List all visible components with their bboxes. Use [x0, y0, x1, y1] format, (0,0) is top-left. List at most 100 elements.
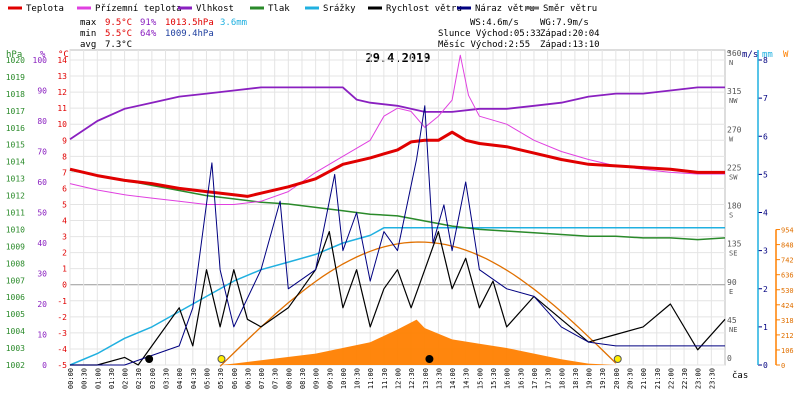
tick-label-time: 19:30	[599, 368, 607, 389]
tick-label-w: 636	[781, 272, 794, 280]
tick-label-dir: 315	[727, 87, 742, 96]
tick-label-time: 11:00	[367, 368, 375, 389]
tick-label-time: 03:30	[163, 368, 171, 389]
sunset-marker	[613, 355, 622, 363]
tick-label-pct: 70	[37, 148, 47, 157]
tick-label-ms: 1	[763, 323, 768, 332]
tick-label-ms: 7	[763, 94, 768, 103]
tick-label-time: 05:30	[217, 368, 225, 389]
tick-label-pct: 0	[42, 361, 47, 370]
tick-label-time: 22:30	[681, 368, 689, 389]
tick-label-temp: 8	[62, 152, 67, 161]
tick-label-pct: 30	[37, 270, 47, 279]
tick-label-w: 106	[781, 347, 794, 355]
tick-label-ms: 8	[763, 56, 768, 65]
tick-label-dir-compass: N	[729, 59, 733, 67]
tick-label-dir: 90	[727, 278, 737, 287]
tick-label-hpa: 1014	[6, 158, 25, 167]
tick-label-hpa: 1011	[6, 209, 25, 218]
tick-label-dir: 225	[727, 163, 742, 172]
tick-label-time: 21:30	[654, 368, 662, 389]
tick-label-ms: 5	[763, 170, 768, 179]
stats-max-rain: 3.6mm	[220, 18, 247, 28]
tick-label-hpa: 1015	[6, 141, 25, 150]
tick-label-time: 10:30	[354, 368, 362, 389]
tick-label-time: 19:00	[586, 368, 594, 389]
tick-label-time: 18:30	[572, 368, 580, 389]
axis-title-pct: %	[40, 50, 46, 60]
stats-avg-temp: 7.3°C	[105, 40, 132, 50]
tick-label-time: 23:30	[708, 368, 716, 389]
tick-label-dir: 270	[727, 125, 742, 134]
tick-label-dir: 45	[727, 316, 737, 325]
tick-label-time: 16:00	[504, 368, 512, 389]
tick-label-w: 424	[781, 302, 794, 310]
legend: Teplota Přízemní teplota Vlhkost Tlak Srážky…	[8, 4, 597, 14]
tick-label-dir-compass: W	[729, 135, 734, 143]
axis-title-deg: °	[726, 50, 731, 60]
tick-label-hpa: 1003	[6, 344, 25, 353]
tick-label-ms: 6	[763, 132, 768, 141]
tick-label-hpa: 1018	[6, 90, 25, 99]
tick-label-time: 12:00	[395, 368, 403, 389]
legend-label-0: Teplota	[26, 4, 64, 14]
tick-label-dir: 360	[727, 49, 742, 58]
tick-label-ms: 3	[763, 247, 768, 256]
tick-label-temp: -3	[57, 329, 67, 338]
tick-label-time: 03:00	[149, 368, 157, 389]
tick-label-dir: 0	[727, 354, 732, 363]
tick-label-temp: 9	[62, 136, 67, 145]
axis-titles: hPa % °C ° m/s mm W čas	[6, 50, 789, 381]
tick-label-dir-compass: NE	[729, 326, 737, 334]
axis-title-ms: m/s	[742, 50, 758, 60]
tick-label-temp: 2	[62, 249, 67, 258]
tick-label-pct: 10	[37, 331, 47, 340]
tick-label-temp: 14	[57, 56, 67, 65]
legend-label-3: Tlak	[268, 4, 290, 14]
stats-max-hum: 91%	[140, 18, 157, 28]
tick-label-time: 17:00	[531, 368, 539, 389]
tick-label-w: 0	[781, 362, 785, 370]
tick-label-time: 06:00	[231, 368, 239, 389]
grid	[69, 50, 725, 366]
tick-label-hpa: 1007	[6, 276, 25, 285]
axis-title-time: čas	[732, 370, 748, 381]
tick-label-temp: 0	[62, 281, 67, 290]
info-wg: WG:7.9m/s	[540, 18, 589, 28]
tick-label-w: 954	[781, 227, 794, 235]
axis-title-w: W	[783, 50, 789, 60]
moonset-marker	[425, 355, 434, 363]
tick-label-time: 14:30	[463, 368, 471, 389]
tick-label-pct: 80	[37, 117, 47, 126]
tick-label-time: 21:00	[640, 368, 648, 389]
tick-label-hpa: 1004	[6, 327, 25, 336]
legend-label-2: Vlhkost	[196, 4, 234, 14]
tick-label-temp: 11	[57, 104, 67, 113]
tick-label-time: 01:30	[108, 368, 116, 389]
tick-label-time: 18:00	[558, 368, 566, 389]
tick-label-ms: 4	[763, 209, 768, 218]
info-sunset: Západ:20:04	[540, 29, 600, 39]
tick-label-dir-compass: E	[729, 288, 733, 296]
tick-label-w: 530	[781, 287, 794, 295]
tick-label-hpa: 1016	[6, 124, 25, 133]
tick-label-temp: -5	[57, 361, 67, 370]
tick-label-temp: 3	[62, 233, 67, 242]
info-sun: Slunce Východ:05:33	[438, 29, 541, 39]
series-line-humidity	[69, 86, 725, 141]
legend-label-7: Směr větru	[543, 4, 597, 14]
tick-label-pct: 60	[37, 178, 47, 187]
tick-label-time: 09:30	[326, 368, 334, 389]
tick-label-time: 05:00	[203, 368, 211, 389]
tick-label-time: 13:00	[422, 368, 430, 389]
tick-label-temp: 7	[62, 168, 67, 177]
solar-theoretical-line	[219, 241, 617, 367]
plot-area	[69, 54, 726, 367]
tick-label-temp: -2	[57, 313, 67, 322]
stats-min-hum: 64%	[140, 29, 157, 39]
tick-label-hpa: 1009	[6, 242, 25, 251]
moonrise-marker	[145, 355, 154, 363]
tick-label-time: 23:00	[695, 368, 703, 389]
tick-label-time: 10:00	[340, 368, 348, 389]
